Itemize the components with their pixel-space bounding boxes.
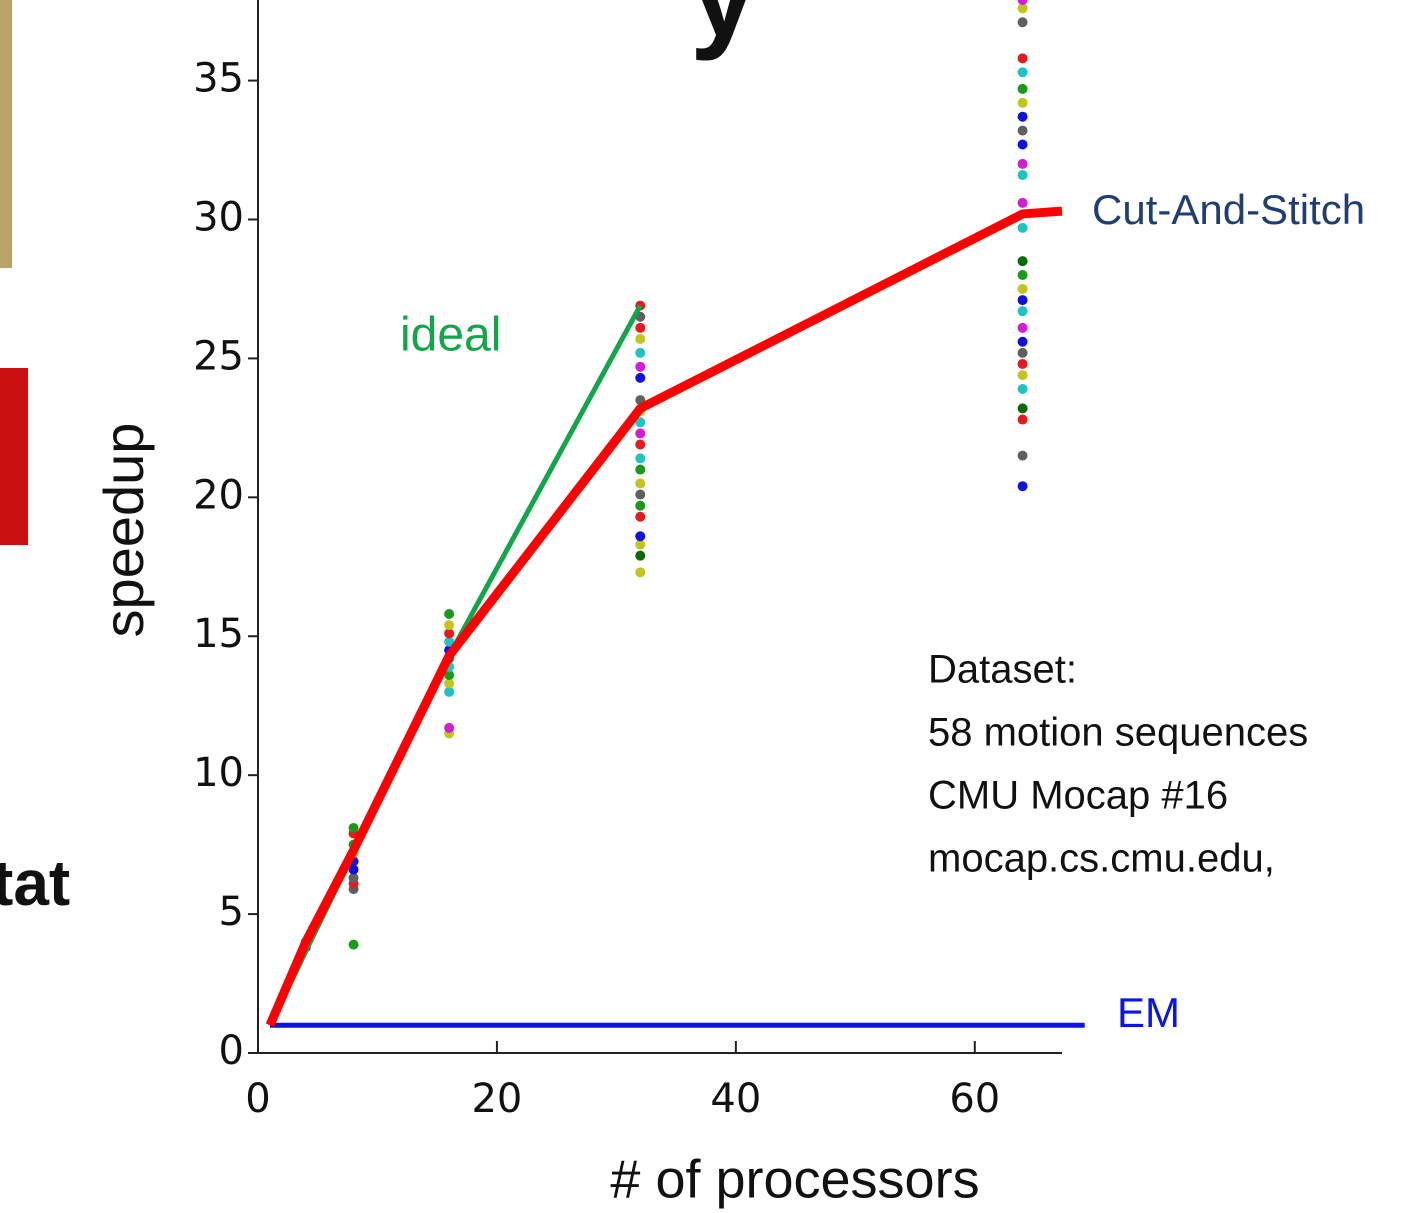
data-point (1017, 403, 1028, 414)
data-point (635, 428, 646, 439)
series-label: ideal (400, 309, 501, 362)
data-point (444, 628, 455, 639)
y-tick-label: 5 (219, 889, 244, 935)
data-point (1017, 197, 1028, 208)
data-point (1017, 414, 1028, 425)
data-point (635, 567, 646, 578)
data-point (348, 822, 359, 833)
data-point (444, 636, 455, 647)
y-tick-label: 25 (193, 333, 244, 379)
data-point (1017, 222, 1028, 233)
y-tick-label: 15 (193, 611, 244, 657)
slide-box-fragment (0, 368, 28, 545)
data-point (635, 489, 646, 500)
x-axis-label: # of processors (610, 1149, 979, 1209)
data-point (1017, 170, 1028, 181)
data-point (635, 453, 646, 464)
y-tick-label: 20 (193, 472, 244, 518)
data-point (1017, 358, 1028, 369)
data-point (635, 511, 646, 522)
data-point (348, 872, 359, 883)
data-point (635, 439, 646, 450)
slide-text: tat (0, 847, 70, 919)
data-point (1017, 111, 1028, 122)
data-point (635, 464, 646, 475)
x-tick-label: 0 (245, 1076, 270, 1122)
data-point (635, 478, 646, 489)
data-point (635, 531, 646, 542)
data-point (1017, 383, 1028, 394)
data-point (635, 333, 646, 344)
x-tick-label: 20 (471, 1076, 522, 1122)
data-point (348, 864, 359, 875)
x-tick-label: 60 (949, 1076, 1000, 1122)
data-point (1017, 322, 1028, 333)
series-line (267, 304, 643, 1027)
data-point (1017, 83, 1028, 94)
data-point (348, 939, 359, 950)
data-point (444, 609, 455, 620)
data-point (1017, 17, 1028, 28)
data-point (1017, 370, 1028, 381)
slide-image-fragment (0, 0, 12, 268)
series-label: EM (1117, 989, 1180, 1036)
data-point (1017, 256, 1028, 267)
y-tick-label: 0 (219, 1028, 244, 1074)
data-point (635, 322, 646, 333)
annotation-line: Dataset: (928, 648, 1077, 692)
data-point (635, 361, 646, 372)
data-point (1017, 295, 1028, 306)
data-point (1017, 270, 1028, 281)
data-point (635, 417, 646, 428)
data-point (1017, 481, 1028, 492)
annotation-line: mocap.cs.cmu.edu, (928, 837, 1275, 881)
data-point (444, 686, 455, 697)
data-point (1017, 283, 1028, 294)
y-tick-label: 10 (193, 750, 244, 796)
series-label: Cut-And-Stitch (1092, 186, 1365, 233)
data-point (635, 372, 646, 383)
x-tick-label: 40 (710, 1076, 761, 1122)
series-line (265, 206, 1063, 1027)
data-point (635, 539, 646, 550)
chart-title: y (690, 0, 757, 62)
data-point (1017, 306, 1028, 317)
data-point (444, 620, 455, 631)
data-point (635, 347, 646, 358)
data-point (1017, 53, 1028, 64)
data-point (1017, 336, 1028, 347)
data-point (1017, 125, 1028, 136)
annotation-line: CMU Mocap #16 (928, 774, 1228, 818)
data-point (1017, 0, 1028, 5)
y-tick-label: 30 (193, 194, 244, 240)
data-point (1017, 158, 1028, 169)
data-point (1017, 450, 1028, 461)
data-point (1017, 3, 1028, 14)
data-point (1017, 97, 1028, 108)
y-tick-label: 35 (193, 56, 244, 102)
y-axis-label: speedup (92, 423, 155, 638)
data-point (635, 550, 646, 561)
data-point (444, 722, 455, 733)
data-point (1017, 67, 1028, 78)
annotation-line: 58 motion sequences (928, 711, 1308, 755)
data-point (1017, 347, 1028, 358)
data-point (444, 678, 455, 689)
data-point (635, 500, 646, 511)
data-point (444, 670, 455, 681)
data-point (1017, 139, 1028, 150)
